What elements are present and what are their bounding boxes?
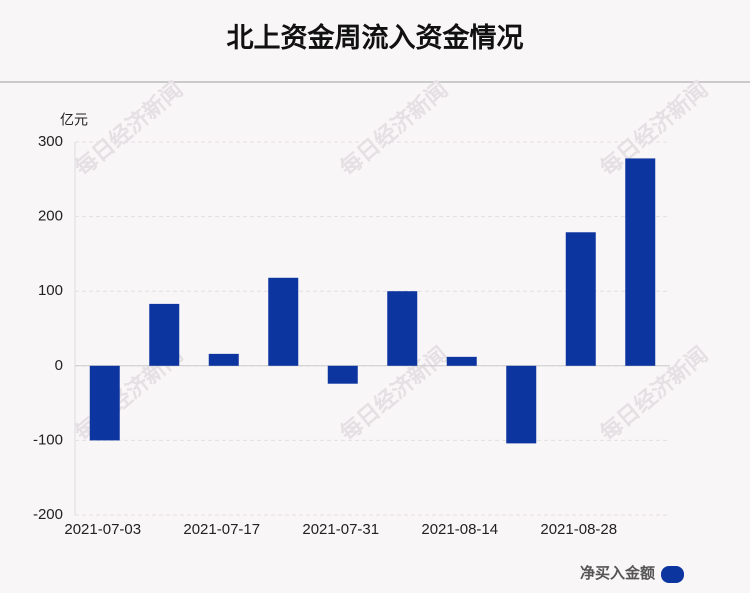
bar [446, 356, 477, 366]
x-tick-label: 2021-08-28 [540, 521, 617, 538]
x-tick-label: 2021-07-31 [302, 521, 379, 538]
legend-swatch [661, 566, 684, 583]
y-tick-label: 0 [55, 357, 63, 374]
legend-label: 净买入金额 [580, 564, 655, 582]
x-tick-label: 2021-08-14 [421, 521, 498, 538]
y-axis-unit: 亿元 [60, 112, 88, 128]
y-tick-label: 200 [38, 208, 63, 225]
bar [387, 291, 418, 366]
y-tick-label: 100 [38, 282, 63, 299]
y-tick-label: -100 [33, 431, 63, 448]
bar [506, 365, 537, 444]
bar [149, 303, 180, 366]
chart-title: 北上资金周流入资金情况 [227, 22, 524, 53]
bar [268, 277, 299, 366]
bar [327, 365, 358, 384]
bar [89, 365, 120, 441]
watermark: 每日经济新闻 [335, 77, 452, 181]
y-tick-label: -200 [33, 506, 63, 523]
bar [625, 158, 656, 366]
y-tick-label: 300 [38, 133, 63, 150]
x-tick-label: 2021-07-03 [64, 521, 141, 538]
bar [208, 353, 239, 366]
watermark: 每日经济新闻 [70, 77, 187, 181]
x-tick-label: 2021-07-17 [183, 521, 260, 538]
bar [565, 232, 596, 366]
